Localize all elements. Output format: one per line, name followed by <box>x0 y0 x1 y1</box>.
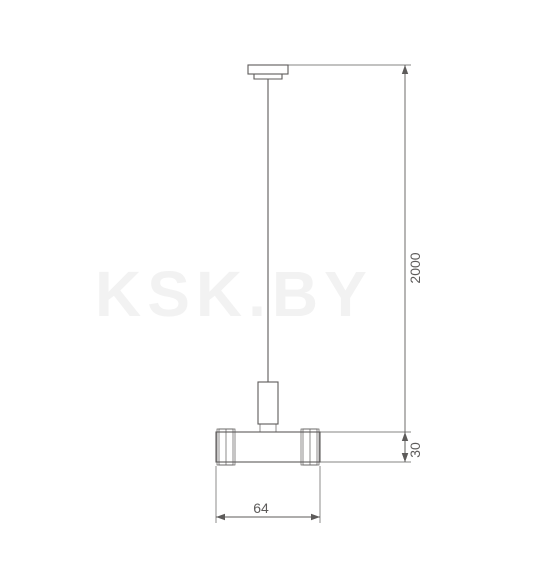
dimension-total-height: 2000 <box>288 65 423 462</box>
technical-drawing: 2000 30 64 <box>0 0 560 580</box>
dimension-body-height: 30 <box>320 432 423 462</box>
lamp-socket <box>258 382 278 432</box>
body-height-label: 30 <box>407 442 423 458</box>
ceiling-mount <box>248 65 288 79</box>
height-total-label: 2000 <box>407 252 423 283</box>
dimension-body-width: 64 <box>216 466 320 523</box>
lamp-body <box>216 429 320 465</box>
body-width-label: 64 <box>253 500 269 516</box>
